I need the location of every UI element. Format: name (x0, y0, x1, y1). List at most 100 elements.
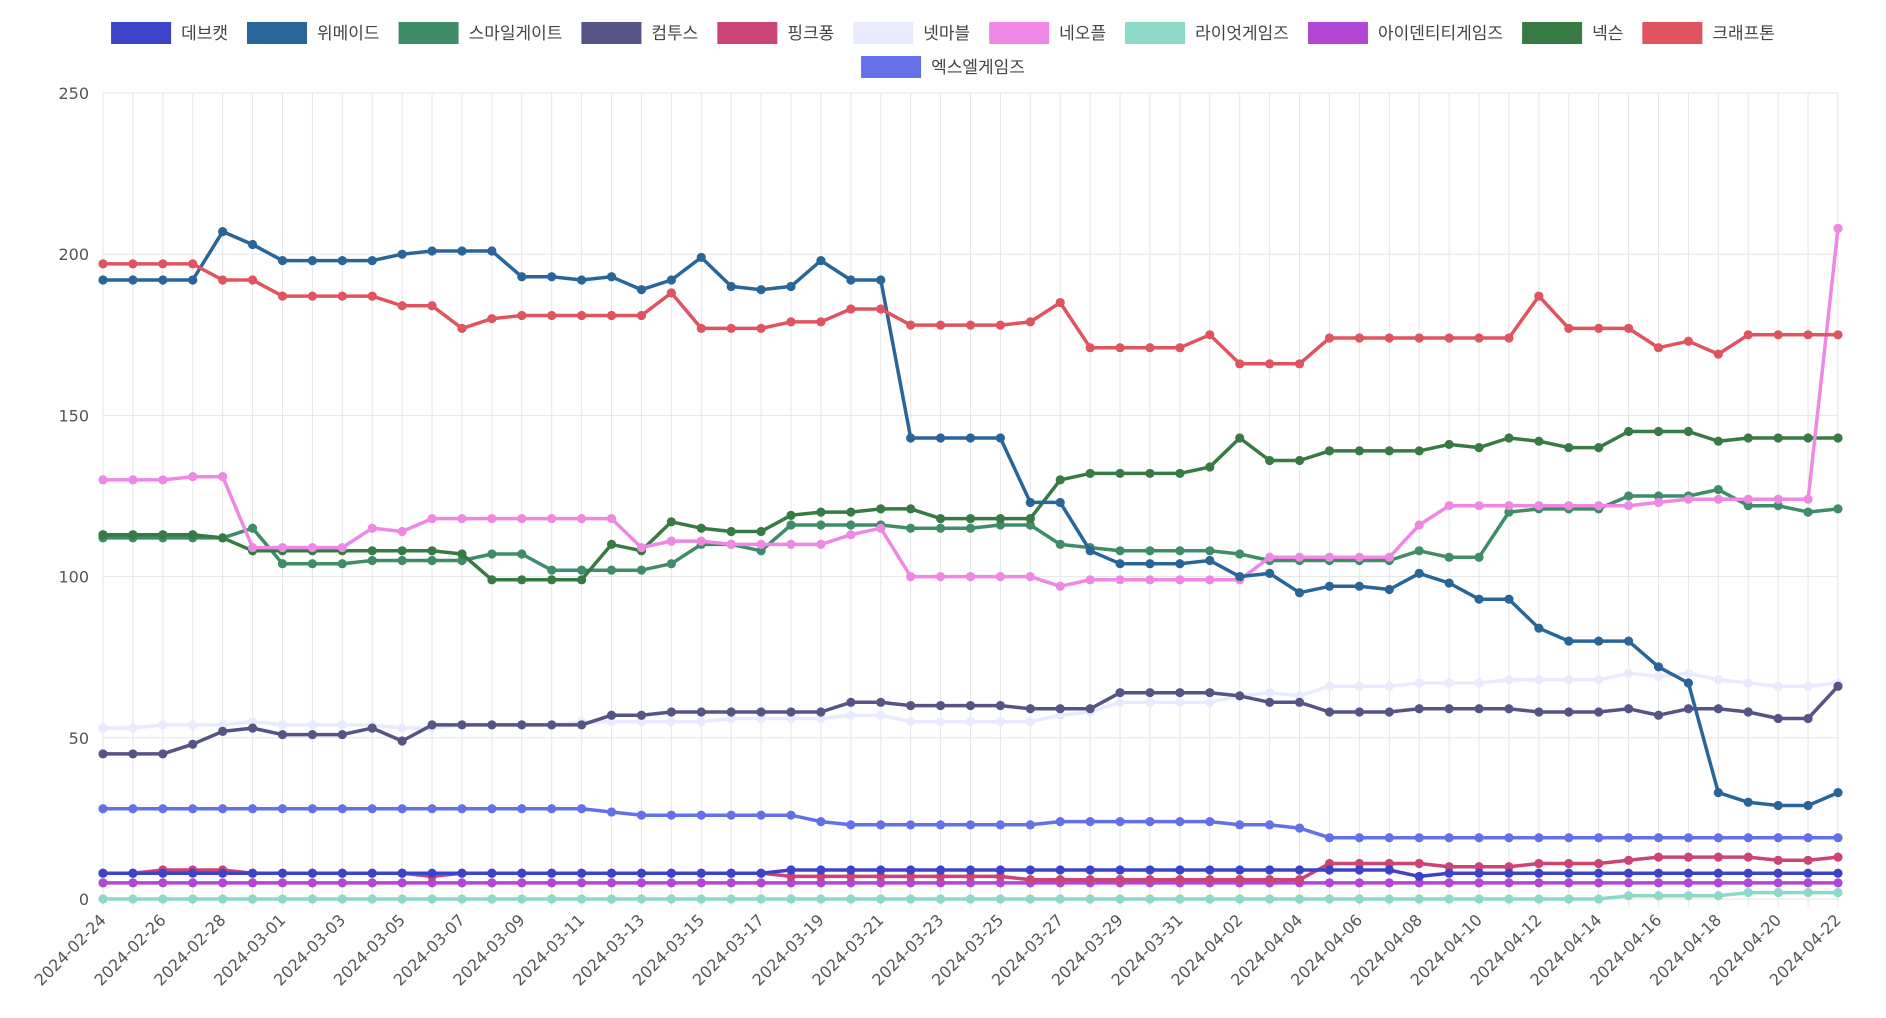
data-point[interactable] (427, 868, 437, 878)
data-point[interactable] (1624, 855, 1634, 865)
data-point[interactable] (636, 810, 647, 820)
data-point[interactable] (666, 517, 676, 527)
data-point[interactable] (816, 713, 826, 724)
data-point[interactable] (1354, 681, 1364, 691)
data-point[interactable] (1773, 330, 1783, 340)
data-point[interactable] (337, 256, 347, 266)
data-point[interactable] (995, 513, 1006, 524)
data-point[interactable] (906, 572, 916, 582)
data-point[interactable] (1833, 868, 1843, 878)
data-point[interactable] (1265, 688, 1275, 698)
data-point[interactable] (1025, 894, 1035, 904)
data-point[interactable] (218, 227, 228, 237)
data-point[interactable] (1205, 894, 1215, 904)
data-point[interactable] (1175, 875, 1185, 885)
data-point[interactable] (1145, 559, 1155, 569)
data-point[interactable] (1414, 878, 1424, 888)
data-point[interactable] (1474, 501, 1484, 511)
data-point[interactable] (906, 878, 916, 888)
data-point[interactable] (935, 820, 946, 830)
data-point[interactable] (1294, 588, 1305, 598)
data-point[interactable] (1055, 539, 1065, 549)
data-point[interactable] (1175, 865, 1185, 875)
data-point[interactable] (1504, 704, 1514, 714)
data-point[interactable] (1025, 497, 1035, 508)
data-point[interactable] (906, 717, 916, 727)
data-point[interactable] (1025, 572, 1035, 582)
data-point[interactable] (1265, 820, 1275, 830)
data-point[interactable] (816, 539, 826, 549)
data-point[interactable] (1743, 678, 1753, 688)
data-point[interactable] (1683, 852, 1694, 862)
data-point[interactable] (1683, 336, 1694, 346)
data-point[interactable] (995, 320, 1006, 330)
data-point[interactable] (1474, 894, 1484, 904)
data-point[interactable] (666, 878, 676, 888)
data-point[interactable] (1294, 697, 1305, 707)
data-point[interactable] (1384, 865, 1394, 875)
data-point[interactable] (277, 720, 288, 730)
data-point[interactable] (1294, 875, 1305, 885)
data-point[interactable] (307, 720, 317, 730)
data-point[interactable] (1564, 675, 1574, 685)
data-point[interactable] (696, 523, 706, 533)
data-point[interactable] (876, 304, 886, 314)
data-point[interactable] (1683, 704, 1694, 714)
legend-item-네오플[interactable]: 네오플 (989, 22, 1106, 44)
data-point[interactable] (517, 272, 527, 282)
data-point[interactable] (786, 871, 796, 882)
data-point[interactable] (1324, 333, 1335, 343)
data-point[interactable] (756, 546, 766, 556)
data-point[interactable] (816, 894, 826, 904)
data-point[interactable] (1265, 697, 1275, 707)
data-point[interactable] (1713, 484, 1723, 495)
data-point[interactable] (965, 878, 976, 888)
data-point[interactable] (1653, 878, 1664, 888)
data-point[interactable] (1803, 855, 1813, 865)
data-point[interactable] (397, 868, 407, 878)
data-point[interactable] (696, 707, 706, 717)
data-point[interactable] (577, 804, 587, 814)
data-point[interactable] (1743, 833, 1753, 843)
data-point[interactable] (1743, 494, 1753, 504)
data-point[interactable] (1085, 875, 1095, 885)
data-point[interactable] (1444, 862, 1454, 872)
data-point[interactable] (756, 539, 766, 549)
data-point[interactable] (128, 530, 138, 540)
data-point[interactable] (1444, 894, 1454, 904)
data-point[interactable] (1085, 894, 1095, 904)
data-point[interactable] (1833, 887, 1843, 898)
data-point[interactable] (1354, 894, 1364, 904)
data-point[interactable] (158, 720, 168, 730)
data-point[interactable] (1205, 546, 1215, 556)
legend-item-넥슨[interactable]: 넥슨 (1522, 22, 1623, 44)
data-point[interactable] (218, 868, 228, 878)
data-point[interactable] (1743, 868, 1753, 878)
data-point[interactable] (1624, 891, 1634, 901)
data-point[interactable] (218, 726, 228, 736)
data-point[interactable] (188, 894, 198, 904)
data-point[interactable] (247, 894, 258, 904)
data-point[interactable] (1175, 546, 1185, 556)
data-point[interactable] (1594, 323, 1604, 333)
data-point[interactable] (547, 310, 557, 321)
data-point[interactable] (98, 804, 108, 814)
data-point[interactable] (1354, 333, 1364, 343)
data-point[interactable] (965, 700, 976, 711)
data-point[interactable] (1803, 887, 1813, 898)
data-point[interactable] (636, 565, 647, 575)
data-point[interactable] (1265, 455, 1275, 466)
data-point[interactable] (1444, 552, 1454, 562)
data-point[interactable] (1235, 865, 1245, 875)
data-point[interactable] (666, 717, 676, 727)
data-point[interactable] (876, 275, 886, 285)
data-point[interactable] (128, 878, 138, 888)
data-point[interactable] (517, 549, 527, 559)
data-point[interactable] (606, 878, 617, 888)
data-point[interactable] (188, 804, 198, 814)
data-point[interactable] (547, 878, 557, 888)
data-point[interactable] (1833, 433, 1843, 443)
data-point[interactable] (965, 894, 976, 904)
data-point[interactable] (935, 894, 946, 904)
data-point[interactable] (1175, 817, 1185, 827)
